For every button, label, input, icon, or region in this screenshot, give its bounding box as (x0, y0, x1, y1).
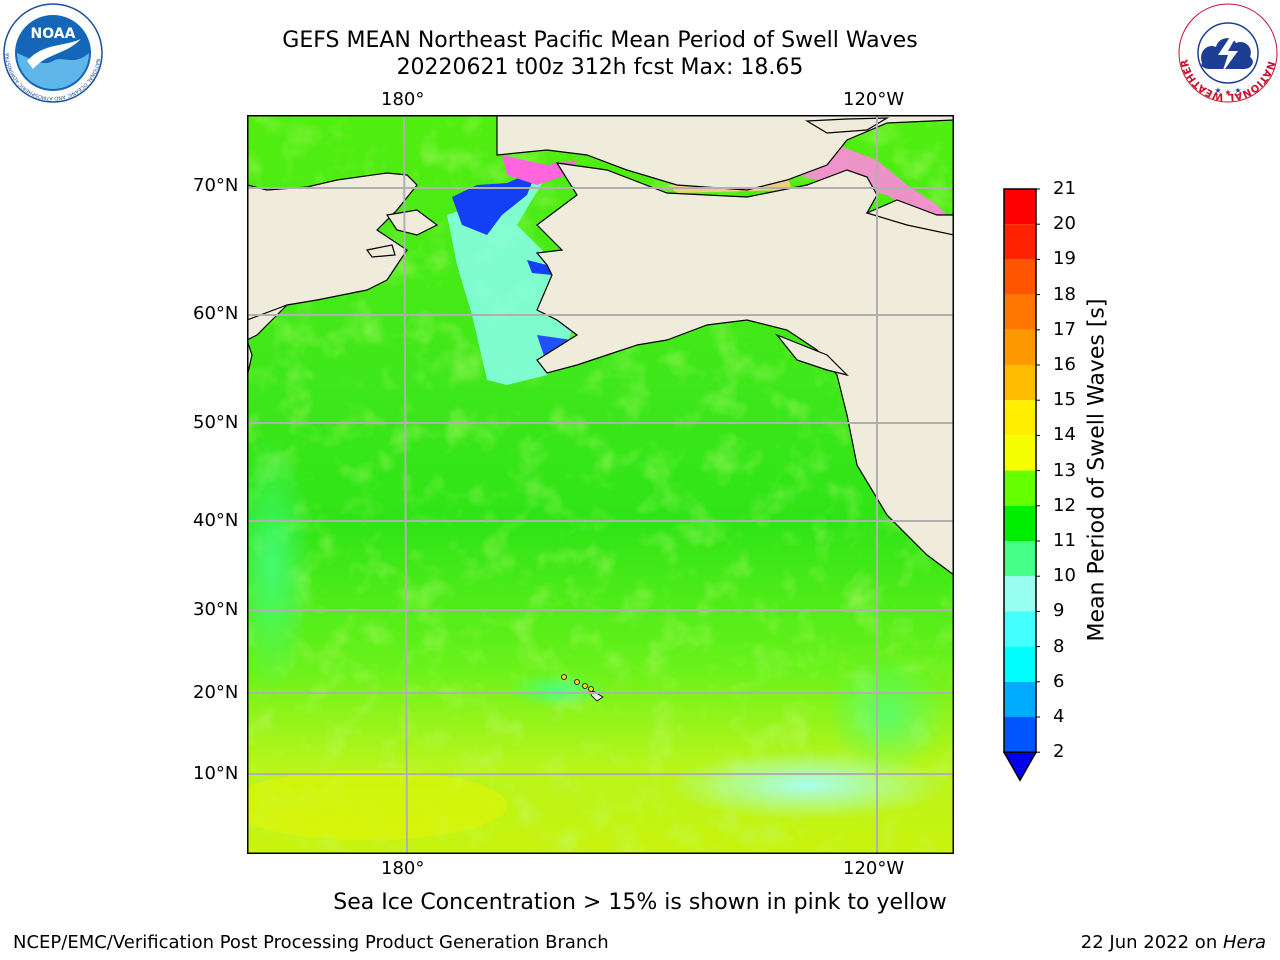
lat-label-30n: 30°N (193, 599, 239, 620)
kamchatka (247, 304, 288, 341)
subtropical-area (827, 655, 947, 775)
noaa-logo: NATIONAL OCEANIC AND ATMOSPHERIC ADMINIS… (3, 3, 103, 103)
alaska-interior (535, 162, 954, 576)
noaa-logo-text: NOAA (31, 26, 76, 42)
title-line-2: 20220621 t00z 312h fcst Max: 18.65 (396, 55, 804, 80)
colorbar-cell (1004, 611, 1036, 647)
alaska-landmass (496, 115, 954, 191)
colorbar-cell (1004, 576, 1036, 612)
colorbar-tick-label: 2 (1053, 741, 1065, 763)
colorbar-tick-label: 15 (1053, 389, 1076, 411)
footer-branch: NCEP/EMC/Verification Post Processing Pr… (13, 932, 609, 953)
lat-label-10n: 10°N (193, 763, 239, 784)
colorbar-tick-label: 13 (1053, 459, 1076, 481)
colorbar-cell (1004, 400, 1036, 436)
footer-machine: Hera (1222, 932, 1266, 953)
bc-islands (775, 333, 849, 377)
nws-logo: NATIONAL WEATHER SERVICE ★ ★ ★ (1178, 3, 1278, 103)
colorbar-tick-label: 12 (1053, 494, 1076, 516)
norton-sound-ice (527, 260, 552, 275)
colorbar-tick-label: 21 (1053, 178, 1076, 199)
lat-label-60n: 60°N (193, 303, 239, 324)
colorbar-cell (1004, 329, 1036, 365)
colorbar-tick-label: 20 (1053, 213, 1076, 235)
lon-label-bottom-180: 180° (381, 858, 425, 879)
svg-text:★: ★ (1234, 86, 1241, 95)
seward-peninsula (385, 209, 439, 236)
colorbar-tick-label: 11 (1053, 530, 1076, 551)
chukchi-sea-ice-area (452, 170, 537, 235)
colorbar-cell (1004, 259, 1036, 295)
lon-label-bottom-120w: 120°W (843, 858, 905, 879)
colorbar-tick-label: 8 (1053, 635, 1065, 657)
svg-text:★: ★ (1224, 88, 1231, 97)
colorbar (1002, 188, 1040, 782)
colorbar-title: Mean Period of Swell Waves [s] (1084, 298, 1110, 642)
arctic-ice-edge (502, 155, 577, 185)
title-line-1: GEFS MEAN Northeast Pacific Mean Period … (282, 28, 918, 53)
colorbar-tick-label: 9 (1053, 600, 1065, 622)
colorbar-extend-triangle (1002, 751, 1038, 782)
colorbar-cell (1004, 646, 1036, 682)
footer-date: 22 Jun 2022 on Hera (1081, 932, 1266, 953)
colorbar-cell (1004, 189, 1036, 225)
colorbar-tick-label: 6 (1053, 670, 1065, 692)
colorbar-tick-label: 19 (1053, 248, 1076, 270)
meridian-180 (403, 115, 408, 854)
colorbar-tick-label: 14 (1053, 424, 1076, 446)
map-frame (247, 115, 954, 854)
colorbar-cell (1004, 505, 1036, 541)
western-short-period-area (247, 435, 312, 695)
colorbar-tick-label: 17 (1053, 318, 1076, 340)
yukon-coast (865, 199, 954, 236)
lat-label-20n: 20°N (193, 682, 239, 703)
colorbar-cell (1004, 681, 1036, 717)
svg-text:★: ★ (1214, 86, 1221, 95)
colorbar-cell (1004, 717, 1036, 753)
colorbar-cell (1004, 294, 1036, 330)
colorbar-cell (1004, 470, 1036, 506)
land-masses (247, 115, 954, 576)
colorbar-cell (1004, 224, 1036, 260)
colorbar-tick-label: 16 (1053, 354, 1076, 375)
colorbar-cell (1004, 435, 1036, 471)
map-panel[interactable] (247, 115, 954, 854)
colorbar-tick-label: 4 (1053, 706, 1065, 727)
footer-date-text: 22 Jun 2022 on (1080, 932, 1223, 953)
colorbar-tick-label: 10 (1053, 565, 1076, 587)
hawaii-area (507, 672, 607, 708)
colorbar-cell (1004, 541, 1036, 577)
colorbar-cell (1004, 365, 1036, 401)
lon-label-top-180: 180° (381, 89, 425, 110)
sea-ice-caption: Sea Ice Concentration > 15% is shown in … (333, 890, 947, 915)
lat-label-50n: 50°N (193, 412, 239, 433)
st-lawrence-island (365, 244, 396, 258)
lat-label-70n: 70°N (193, 175, 239, 196)
lon-label-top-120w: 120°W (843, 89, 905, 110)
lat-label-40n: 40°N (193, 510, 239, 531)
map-gridlines (247, 115, 954, 854)
colorbar-tick-label: 18 (1053, 283, 1076, 305)
tropical-long-period-area (247, 770, 507, 840)
